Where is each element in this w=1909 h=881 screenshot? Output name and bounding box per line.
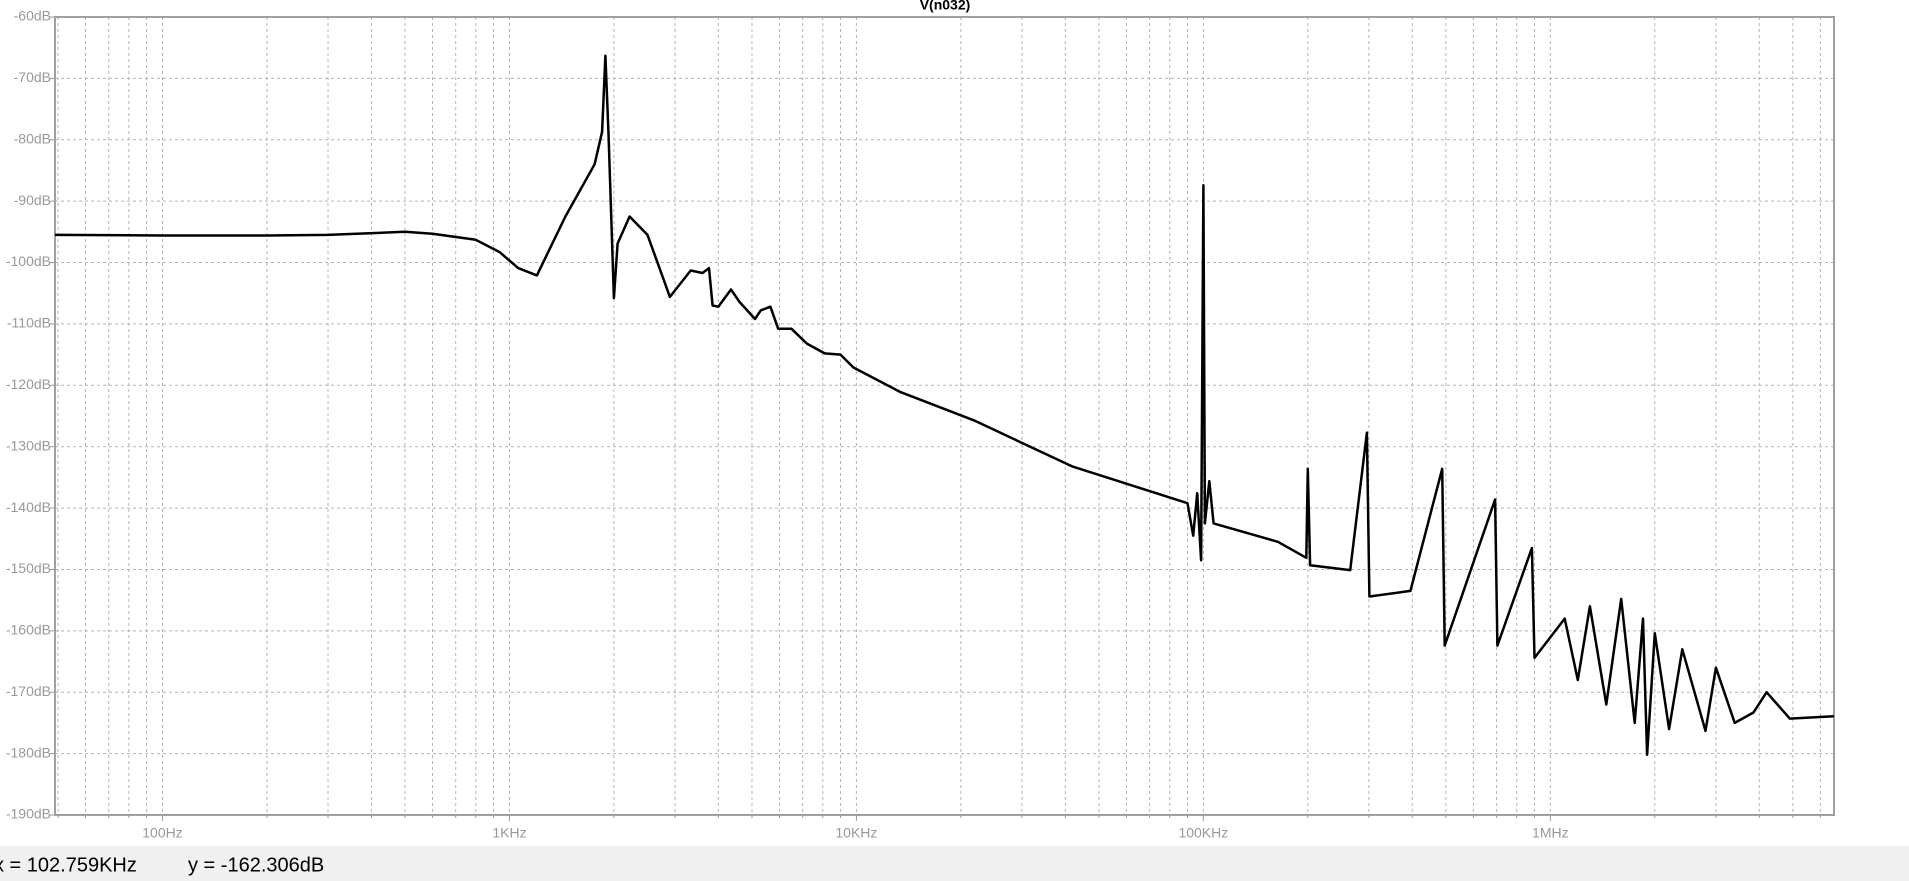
y-tick-label: -120dB	[6, 376, 51, 392]
y-tick-label: -170dB	[6, 683, 51, 699]
y-tick-label: -130dB	[6, 437, 51, 453]
y-tick-label: -70dB	[14, 69, 51, 85]
x-tick-label: 10KHz	[835, 825, 877, 841]
x-tick-label: 100KHz	[1178, 825, 1228, 841]
y-tick-label: -190dB	[6, 806, 51, 822]
y-tick-label: -110dB	[7, 315, 51, 331]
x-tick-label: 100Hz	[142, 825, 182, 841]
y-tick-label: -160dB	[6, 622, 51, 638]
y-tick-label: -60dB	[14, 8, 51, 24]
status-bar	[0, 846, 1909, 881]
y-tick-label: -180dB	[6, 744, 51, 760]
trace	[54, 54, 1835, 757]
x-tick-label: 1KHz	[492, 825, 526, 841]
cursor-x: x = 102.759KHz	[0, 854, 137, 876]
y-tick-label: -100dB	[6, 253, 51, 269]
plot-frame	[54, 16, 1835, 816]
y-tick-label: -80dB	[14, 130, 51, 146]
cursor-y: y = -162.306dB	[188, 854, 324, 876]
y-tick-label: -150dB	[6, 560, 51, 576]
y-tick-label: -140dB	[6, 499, 51, 515]
x-tick-label: 1MHz	[1532, 825, 1569, 841]
trace-title: V(n032)	[920, 0, 971, 13]
y-tick-label: -90dB	[14, 192, 51, 208]
